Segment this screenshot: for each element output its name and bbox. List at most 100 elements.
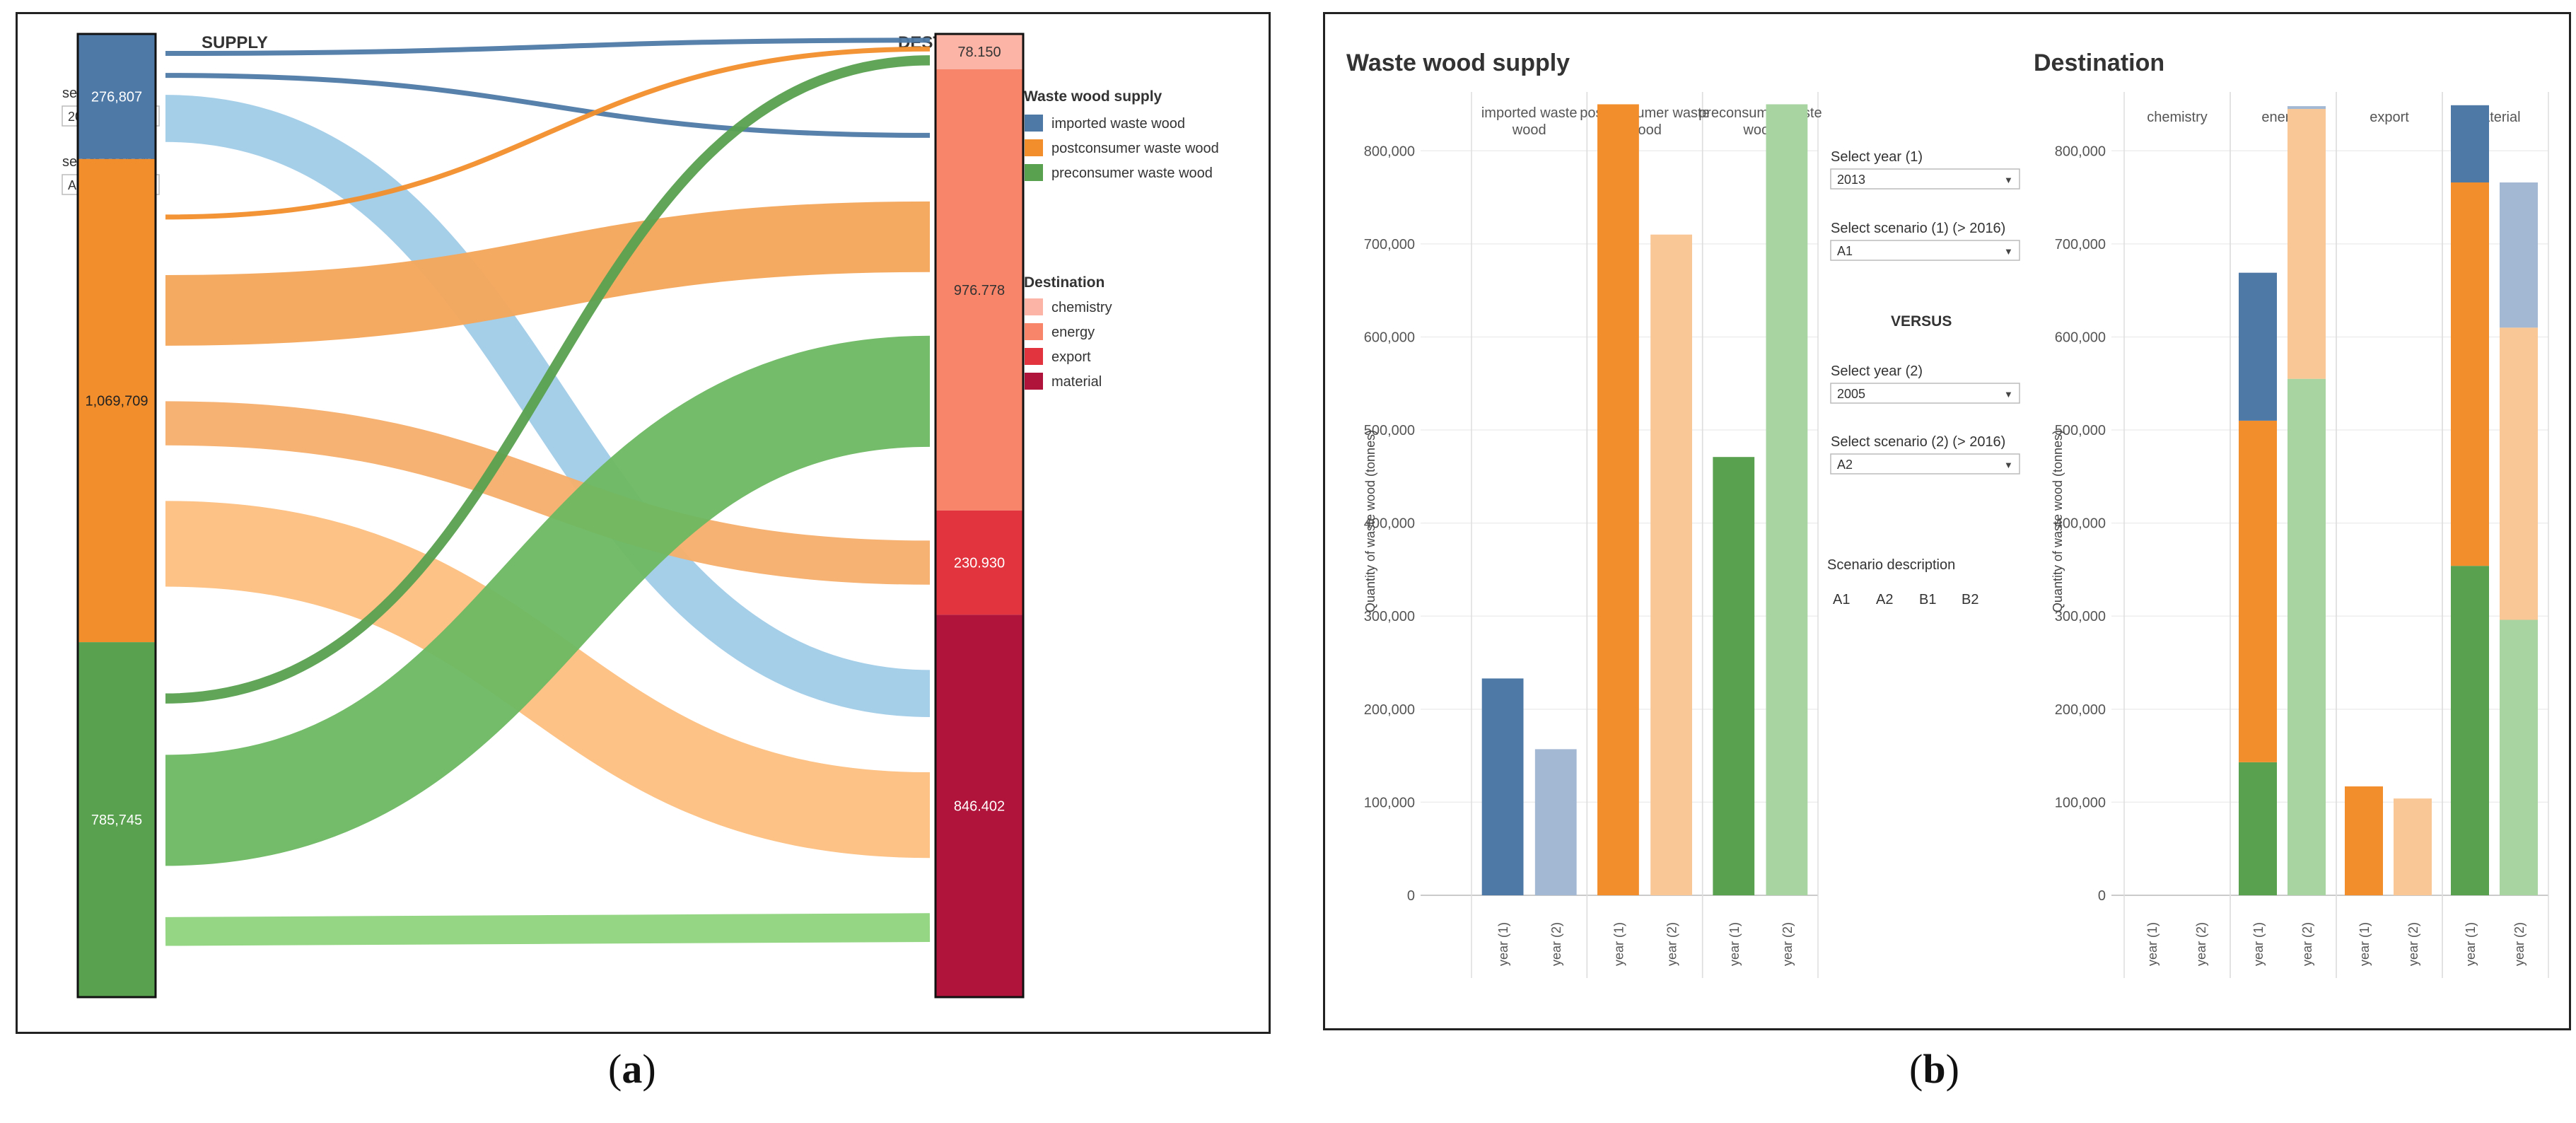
supply-bar xyxy=(1713,457,1755,895)
supply-bar-chart: 0 100,000 200,000 300,000 400,000 500,000 600,… xyxy=(1363,92,1822,978)
legend-supply-item: preconsumer waste wood xyxy=(1025,164,1213,181)
chevron-down-icon: ▼ xyxy=(2004,246,2013,257)
legend-swatch xyxy=(1025,115,1043,132)
destination-chart-title: Destination xyxy=(2034,50,2164,76)
legend-label: chemistry xyxy=(1051,300,1112,315)
sankey-links xyxy=(165,37,931,946)
chevron-down-icon: ▼ xyxy=(2004,389,2013,400)
destination-bar-segment xyxy=(2239,762,2277,895)
x-tick-label: year (1) xyxy=(2251,922,2266,966)
supply-bar-segment xyxy=(78,642,156,997)
destination-bar-segment-label: 846.402 xyxy=(954,799,1005,815)
bar-dashboard: Waste wood supply Destination 0 100,000 20… xyxy=(1346,50,2549,978)
x-tick-label: year (2) xyxy=(2300,922,2314,966)
sankey-link xyxy=(165,335,931,866)
destination-bar-segment xyxy=(2345,786,2383,895)
x-tick-label: year (2) xyxy=(1665,922,1679,966)
supply-bar-segment xyxy=(78,34,156,159)
destination-bar-segment xyxy=(2451,105,2489,183)
select-scenario2-dropdown[interactable]: A2 ▼ xyxy=(1830,453,2020,475)
y-tick-label: 100,000 xyxy=(1364,795,1415,810)
destination-bar-segment xyxy=(2451,566,2489,895)
legend-label: postconsumer waste wood xyxy=(1051,141,1219,156)
supply-bar xyxy=(1481,678,1524,895)
scenario-option[interactable]: B2 xyxy=(1962,592,1978,607)
legend-swatch xyxy=(1025,139,1043,156)
supply-bar-segment-label: 785,745 xyxy=(91,813,142,828)
legend-destination-title: Destination xyxy=(1024,274,1105,291)
select-year2-dropdown[interactable]: 2005 ▼ xyxy=(1830,383,2020,404)
destination-bar-segment xyxy=(936,34,1023,69)
destination-bar-segment xyxy=(936,69,1023,511)
select-year2-value: 2005 xyxy=(1837,387,1865,401)
select-scenario1-dropdown[interactable]: A1 ▼ xyxy=(1830,240,2020,261)
sankey-chart: SUPPLY DESTINATION select year 2030 ▼ se… xyxy=(62,33,1219,999)
legend-swatch xyxy=(1025,373,1043,390)
destination-bar-segment xyxy=(2500,619,2538,895)
y-tick-label: 600,000 xyxy=(1364,330,1415,345)
x-tick-label: year (1) xyxy=(1612,922,1626,966)
y-tick-label: 0 xyxy=(2098,888,2106,904)
legend-label: imported waste wood xyxy=(1051,116,1185,132)
panel-b-dashboard: Waste wood supply Destination 0 100,000 20… xyxy=(1323,12,2571,1030)
caption-b: (b) xyxy=(1909,1046,1959,1092)
scenario-description-label: Scenario description xyxy=(1827,557,1955,573)
destination-bar-segment xyxy=(2394,798,2432,895)
legend-label: material xyxy=(1051,374,1102,390)
destination-bar-segment xyxy=(2287,106,2326,110)
y-axis-label: Quantity of waste wood (tonnes) xyxy=(1363,430,1377,612)
supply-bar xyxy=(1650,234,1692,895)
destination-bar-segment-label: 78.150 xyxy=(957,45,1001,60)
sankey-link xyxy=(165,37,931,57)
legend-swatch xyxy=(1025,323,1043,340)
group-header: chemistry xyxy=(2147,110,2208,125)
scenario-option[interactable]: A2 xyxy=(1876,592,1893,607)
destination-bar-segment xyxy=(936,615,1023,997)
x-tick-label: year (1) xyxy=(2464,922,2478,966)
y-tick-label: 200,000 xyxy=(2055,702,2106,718)
y-tick-label: 300,000 xyxy=(1364,609,1415,624)
y-tick-label: 500,000 xyxy=(1364,423,1415,438)
y-tick-label: 700,000 xyxy=(1364,237,1415,252)
x-tick-label: year (2) xyxy=(1549,922,1563,966)
panel-a-sankey: SUPPLY DESTINATION select year 2030 ▼ se… xyxy=(16,12,1271,1034)
select-year2-label: Select year (2) xyxy=(1831,363,1923,379)
destination-bar-segment xyxy=(2500,182,2538,328)
sankey-link xyxy=(165,201,931,346)
legend-destination-item: material xyxy=(1025,373,1102,390)
legend-supply-item: postconsumer waste wood xyxy=(1025,139,1219,156)
destination-bar-segment-label: 976.778 xyxy=(954,283,1005,298)
y-tick-label: 200,000 xyxy=(1364,702,1415,718)
destination-bar-segment xyxy=(2500,327,2538,620)
supply-title: SUPPLY xyxy=(202,33,268,52)
y-tick-label: 500,000 xyxy=(2055,423,2106,438)
legend-swatch xyxy=(1025,298,1043,315)
destination-bar-segment xyxy=(936,510,1023,615)
y-tick-label: 300,000 xyxy=(2055,609,2106,624)
y-tick-label: 400,000 xyxy=(2055,516,2106,532)
sankey-link xyxy=(165,55,931,704)
controls: Select year (1) 2013 ▼ Select scenario (… xyxy=(1827,149,2020,607)
select-year1-dropdown[interactable]: 2013 ▼ xyxy=(1830,168,2020,190)
scenario-option[interactable]: B1 xyxy=(1919,592,1936,607)
supply-bar-segment-label: 1,069,709 xyxy=(86,393,148,409)
x-tick-label: year (1) xyxy=(2145,922,2160,966)
destination-bar-outline xyxy=(934,33,1025,999)
supply-bar xyxy=(1534,749,1577,895)
legend-supply-item: imported waste wood xyxy=(1025,115,1185,132)
scenario-option[interactable]: A1 xyxy=(1833,592,1850,607)
x-tick-label: year (1) xyxy=(2358,922,2372,966)
supply-bar-segment-label: 276,807 xyxy=(91,89,142,105)
caption-a: (a) xyxy=(608,1046,656,1092)
destination-bar-segment xyxy=(2451,182,2489,566)
destination-bar-segment-label: 230.930 xyxy=(954,556,1005,571)
destination-bar: 78.150 976.778 230.930 846.402 xyxy=(934,33,1025,999)
supply-bar-outline xyxy=(76,33,157,999)
y-tick-label: 100,000 xyxy=(2055,795,2106,810)
select-scenario2-value: A2 xyxy=(1837,458,1853,472)
y-tick-label: 0 xyxy=(1407,888,1415,904)
legend-label: preconsumer waste wood xyxy=(1051,165,1213,181)
chevron-down-icon: ▼ xyxy=(2004,175,2013,185)
destination-bar-segment xyxy=(2239,420,2277,762)
legend-swatch xyxy=(1025,348,1043,365)
